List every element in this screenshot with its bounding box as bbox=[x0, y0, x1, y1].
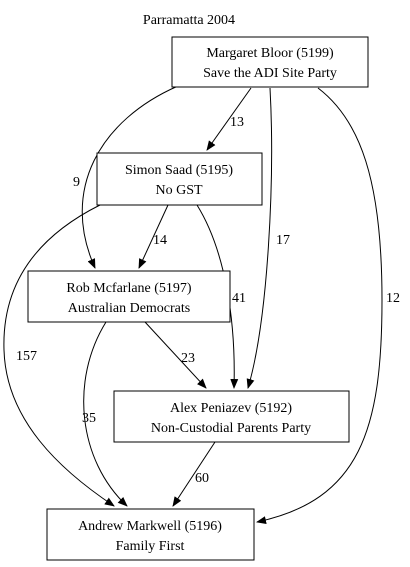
node-alex-peniazev-box bbox=[113, 390, 350, 443]
edge-bloor-peniazev: 17 bbox=[246, 87, 290, 389]
node-margaret-bloor-name: Margaret Bloor (5199) bbox=[206, 46, 334, 61]
node-simon-saad: Simon Saad (5195) No GST bbox=[96, 152, 263, 206]
edge-bloor-saad-line bbox=[206, 87, 252, 151]
edge-bloor-mcfarlane-line bbox=[81, 85, 179, 269]
node-rob-mcfarlane-box bbox=[27, 270, 231, 323]
node-alex-peniazev: Alex Peniazev (5192) Non-Custodial Paren… bbox=[113, 390, 350, 443]
node-alex-peniazev-name: Alex Peniazev (5192) bbox=[170, 401, 292, 416]
node-andrew-markwell-box bbox=[46, 508, 255, 561]
edge-mcfarlane-peniazev-label: 23 bbox=[181, 351, 195, 366]
edge-bloor-markwell-label: 12 bbox=[386, 291, 400, 306]
edge-bloor-mcfarlane-label: 9 bbox=[73, 175, 80, 190]
node-margaret-bloor-box bbox=[171, 36, 369, 88]
node-margaret-bloor-party: Save the ADI Site Party bbox=[203, 66, 337, 81]
node-simon-saad-name: Simon Saad (5195) bbox=[125, 163, 233, 178]
edge-saad-mcfarlane-line bbox=[138, 204, 169, 269]
edge-saad-mcfarlane-label: 14 bbox=[153, 233, 167, 248]
node-andrew-markwell-party: Family First bbox=[116, 539, 185, 554]
edge-peniazev-markwell-label: 60 bbox=[195, 471, 209, 486]
edge-saad-markwell-line bbox=[3, 204, 115, 507]
edge-saad-markwell: 157 bbox=[3, 204, 115, 507]
node-margaret-bloor: Margaret Bloor (5199) Save the ADI Site … bbox=[171, 36, 369, 88]
edge-saad-peniazev-label: 41 bbox=[232, 291, 246, 306]
edge-bloor-peniazev-line bbox=[246, 87, 273, 389]
edge-bloor-peniazev-label: 17 bbox=[276, 233, 290, 248]
edge-mcfarlane-peniazev: 23 bbox=[144, 321, 207, 389]
node-simon-saad-box bbox=[96, 152, 263, 206]
edge-peniazev-markwell-line bbox=[172, 441, 216, 507]
node-simon-saad-party: No GST bbox=[155, 183, 203, 198]
node-rob-mcfarlane: Rob Mcfarlane (5197) Australian Democrat… bbox=[27, 270, 231, 323]
edge-bloor-saad-label: 13 bbox=[230, 115, 244, 130]
edge-bloor-mcfarlane: 9 bbox=[73, 85, 179, 269]
edge-bloor-markwell: 12 bbox=[256, 87, 400, 525]
edge-mcfarlane-markwell: 35 bbox=[82, 321, 128, 507]
node-alex-peniazev-party: Non-Custodial Parents Party bbox=[151, 421, 311, 436]
edge-bloor-saad: 13 bbox=[206, 87, 252, 151]
node-andrew-markwell: Andrew Markwell (5196) Family First bbox=[46, 508, 255, 561]
node-rob-mcfarlane-name: Rob Mcfarlane (5197) bbox=[66, 281, 192, 296]
edge-peniazev-markwell: 60 bbox=[172, 441, 216, 507]
edge-saad-markwell-label: 157 bbox=[16, 349, 37, 364]
edge-mcfarlane-peniazev-line bbox=[144, 321, 207, 389]
node-andrew-markwell-name: Andrew Markwell (5196) bbox=[78, 519, 222, 534]
edge-bloor-markwell-line bbox=[256, 87, 383, 525]
edge-mcfarlane-markwell-line bbox=[83, 321, 128, 507]
diagram-title: Parramatta 2004 bbox=[143, 13, 235, 28]
node-rob-mcfarlane-party: Australian Democrats bbox=[68, 301, 190, 316]
edge-saad-mcfarlane: 14 bbox=[138, 204, 169, 269]
edge-mcfarlane-markwell-label: 35 bbox=[82, 411, 96, 426]
